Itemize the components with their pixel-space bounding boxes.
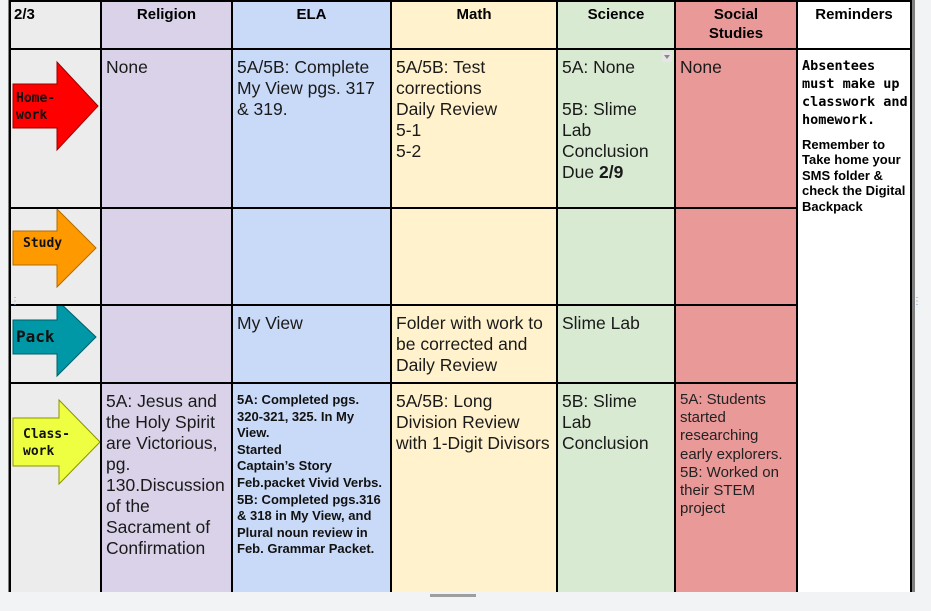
study-arrow-icon bbox=[12, 210, 97, 289]
date-header[interactable]: 2/3 bbox=[9, 0, 102, 50]
study-label: Study bbox=[23, 236, 63, 251]
ela-study-cell[interactable] bbox=[231, 207, 392, 306]
math-pack-cell[interactable]: Folder with work to be corrected and Dai… bbox=[390, 304, 558, 384]
social-studies-homework-cell[interactable]: None bbox=[674, 48, 798, 209]
ela-header[interactable]: ELA bbox=[231, 0, 392, 50]
science-pack-cell[interactable]: Slime Lab bbox=[556, 304, 676, 384]
ela-homework-cell[interactable]: 5A/5B: Complete My View pgs. 317 & 319. bbox=[231, 48, 392, 209]
religion-classwork-cell[interactable]: 5A: Jesus and the Holy Spirit are Victor… bbox=[100, 382, 233, 594]
classwork-label: Class- work bbox=[23, 427, 70, 459]
homework-arrow-icon bbox=[12, 60, 99, 152]
reminders-header[interactable]: Reminders bbox=[796, 0, 912, 50]
social-studies-study-cell[interactable] bbox=[674, 207, 798, 306]
reminder-absentees: Absentees must make up classwork and hom… bbox=[802, 58, 908, 128]
ela-classwork-cell[interactable]: 5A: Completed pgs. 320-321, 325. In My V… bbox=[231, 382, 392, 594]
pack-label: Pack bbox=[16, 327, 55, 346]
religion-pack-cell[interactable] bbox=[100, 304, 233, 384]
science-study-cell[interactable] bbox=[556, 207, 676, 306]
dropdown-triangle-icon[interactable] bbox=[662, 52, 672, 62]
homework-label-cell[interactable]: Home- work bbox=[9, 48, 102, 209]
left-resize-handle[interactable]: ⋮ bbox=[10, 297, 20, 312]
math-classwork-cell[interactable]: 5A/5B: Long Division Review with 1-Digit… bbox=[390, 382, 558, 594]
religion-header[interactable]: Religion bbox=[100, 0, 233, 50]
homework-label: Home- work bbox=[16, 91, 56, 123]
social-studies-pack-cell[interactable] bbox=[674, 304, 798, 384]
reminders-cell[interactable]: Absentees must make up classwork and hom… bbox=[796, 48, 912, 594]
social-studies-header[interactable]: Social Studies bbox=[674, 0, 798, 50]
social-studies-classwork-cell[interactable]: 5A: Students started researching early e… bbox=[674, 382, 798, 594]
science-classwork-cell[interactable]: 5B: Slime Lab Conclusion bbox=[556, 382, 676, 594]
classwork-label-cell[interactable]: Class- work bbox=[9, 382, 102, 594]
religion-homework-cell[interactable]: None bbox=[100, 48, 233, 209]
ela-pack-cell[interactable]: My View bbox=[231, 304, 392, 384]
scrollbar-thumb[interactable] bbox=[430, 594, 476, 597]
homework-grid: 2/3 Religion ELA Math Science Social Stu… bbox=[9, 0, 912, 594]
pack-label-cell[interactable]: Pack bbox=[9, 304, 102, 384]
pack-arrow-icon bbox=[12, 307, 97, 378]
math-header[interactable]: Math bbox=[390, 0, 558, 50]
religion-study-cell[interactable] bbox=[100, 207, 233, 306]
horizontal-scrollbar[interactable] bbox=[0, 592, 931, 611]
reminder-folder: Remember to Take home your SMS folder & … bbox=[802, 137, 906, 214]
science-homework-cell[interactable]: 5A: None 5B: Slime Lab Conclusion Due 2/… bbox=[556, 48, 676, 209]
math-study-cell[interactable] bbox=[390, 207, 558, 306]
study-label-cell[interactable]: Study bbox=[9, 207, 102, 306]
classwork-arrow-icon bbox=[12, 398, 99, 486]
right-resize-handle[interactable]: ⋮ bbox=[912, 296, 922, 307]
math-homework-cell[interactable]: 5A/5B: Test corrections Daily Review 5-1… bbox=[390, 48, 558, 209]
science-header[interactable]: Science bbox=[556, 0, 676, 50]
